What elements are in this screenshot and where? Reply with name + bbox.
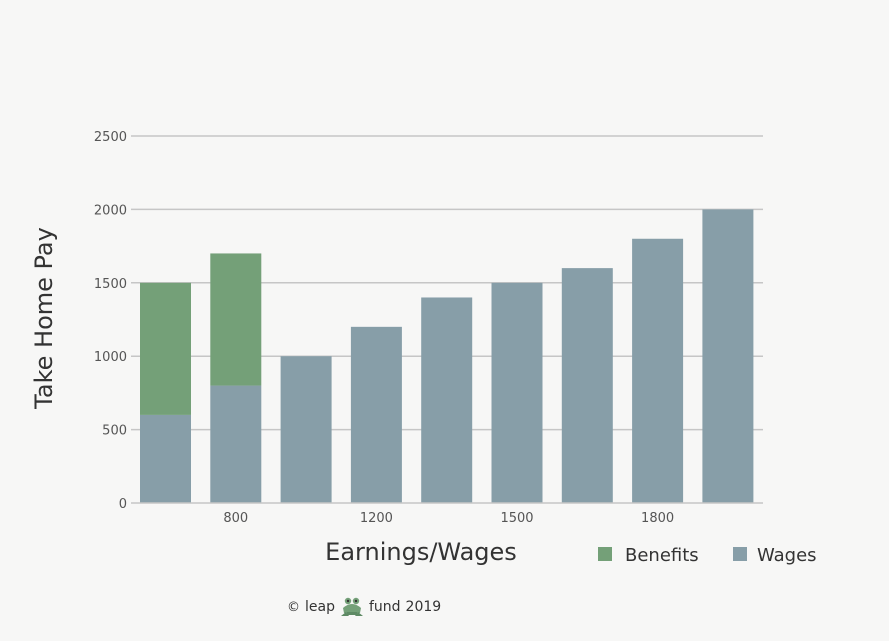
bar-wages (702, 209, 754, 503)
bars (140, 209, 754, 503)
x-tick-label: 1500 (500, 511, 533, 526)
x-tick-label: 1200 (360, 511, 393, 526)
y-axis-title: Take Home Pay (30, 227, 58, 410)
y-tick-label: 500 (102, 424, 127, 439)
y-tick-label: 2500 (94, 130, 127, 145)
bar-wages (491, 282, 543, 503)
x-tick-label: 800 (223, 511, 248, 526)
bar-wages (140, 414, 191, 503)
y-tick-label: 2000 (94, 203, 127, 218)
legend-swatch-benefits (598, 547, 612, 561)
brand-leap: leap (305, 599, 335, 615)
bar-wages (632, 238, 684, 503)
legend: Benefits Wages (598, 545, 817, 566)
bar-wages (210, 385, 262, 503)
legend-label-wages: Wages (757, 545, 817, 566)
x-axis-title: Earnings/Wages (325, 538, 517, 566)
credit-line: © leap fund 2019 (287, 594, 441, 620)
y-tick-label: 1500 (94, 277, 127, 292)
y-tick-label: 0 (119, 497, 127, 512)
x-tick-labels: 800 1200 1500 1800 (223, 511, 674, 526)
bar-benefits (140, 282, 191, 415)
bar-wages (350, 326, 402, 503)
bar-wages (421, 297, 473, 503)
brand-fund: fund (368, 599, 401, 615)
y-tick-label: 1000 (94, 350, 127, 365)
bar-wages (561, 268, 613, 503)
bar-wages (280, 356, 332, 503)
credit-year: 2019 (405, 599, 442, 615)
x-tick-label: 1800 (641, 511, 674, 526)
frog-icon (340, 595, 364, 619)
bar-benefits (210, 253, 262, 386)
legend-swatch-wages (733, 547, 747, 561)
copyright-mark: © (287, 599, 300, 615)
legend-label-benefits: Benefits (625, 545, 699, 566)
y-tick-labels: 0 500 1000 1500 2000 2500 (94, 130, 127, 512)
